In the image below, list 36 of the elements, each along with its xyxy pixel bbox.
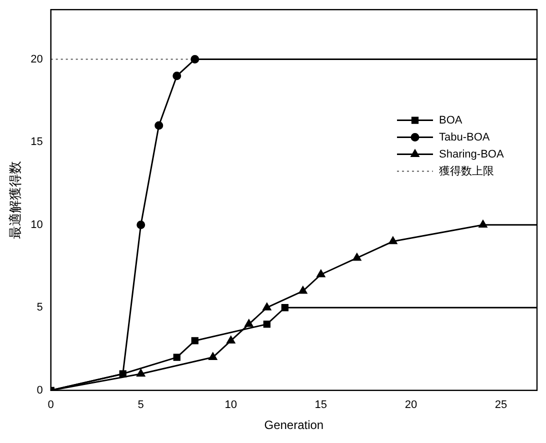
x-tick-label: 15 [314, 399, 328, 412]
point [191, 337, 198, 344]
point [154, 121, 164, 130]
point [173, 354, 180, 361]
x-axis-title: Generation [264, 418, 324, 432]
legend-label: Tabu-BOA [439, 131, 490, 144]
x-tick-label: 10 [224, 399, 238, 412]
point [244, 319, 254, 327]
y-tick-label: 0 [36, 384, 43, 396]
y-tick-label: 20 [30, 53, 43, 66]
point [119, 370, 126, 378]
y-axis-title: 最適解獲得数 [7, 161, 22, 239]
point [316, 270, 326, 278]
point [263, 320, 270, 328]
point [281, 304, 288, 312]
point [226, 336, 236, 344]
legend-label: BOA [439, 114, 463, 126]
point [298, 286, 308, 294]
legend-label: 獲得数上限 [439, 164, 494, 178]
x-tick-label: 5 [138, 399, 144, 412]
y-tick-label: 15 [30, 136, 43, 148]
x-tick-label: 25 [494, 399, 508, 412]
point [388, 236, 398, 244]
legend-label: Sharing-BOA [439, 148, 504, 160]
x-tick-label: 20 [404, 399, 418, 412]
point [478, 220, 488, 228]
point [208, 352, 218, 360]
y-tick-label: 5 [36, 302, 43, 314]
point [136, 369, 146, 377]
x-tick-label: 0 [48, 399, 54, 412]
point [172, 72, 182, 80]
point [190, 55, 200, 64]
y-tick-label: 10 [30, 218, 43, 231]
point [262, 302, 272, 310]
point [136, 220, 146, 230]
point [352, 253, 362, 261]
